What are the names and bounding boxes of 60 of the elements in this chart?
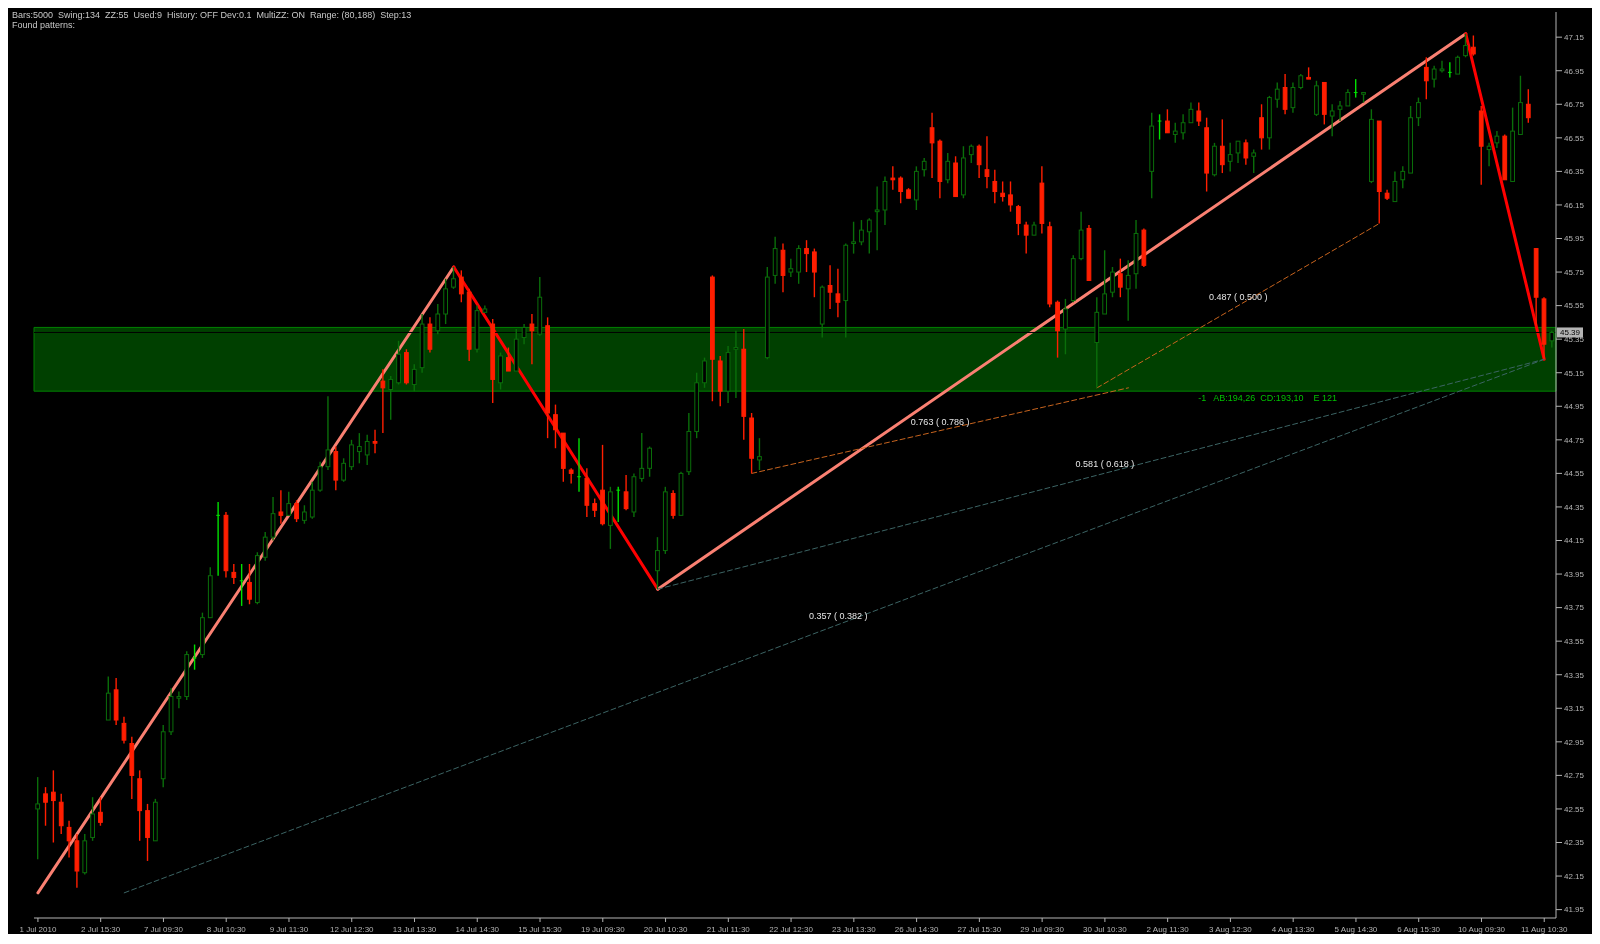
x-tick-label: 8 Jul 10:30 xyxy=(206,925,247,934)
y-tick-label: 45.35 xyxy=(1564,335,1585,345)
x-tick-label: 7 Jul 09:30 xyxy=(143,925,184,934)
x-tick-label: 23 Jul 13:30 xyxy=(832,925,877,934)
x-tick-label: 30 Jul 10:30 xyxy=(1083,925,1128,934)
x-tick-label: 1 Jul 2010 xyxy=(19,925,57,934)
y-tick-label: 42.15 xyxy=(1564,871,1585,881)
y-tick-label: 44.15 xyxy=(1564,536,1585,546)
y-tick-label: 46.15 xyxy=(1564,200,1585,210)
x-tick-label: 15 Jul 15:30 xyxy=(518,925,563,934)
y-tick-label: 43.35 xyxy=(1564,670,1585,680)
x-tick-label: 6 Aug 15:30 xyxy=(1397,925,1441,934)
x-tick-label: 9 Jul 11:30 xyxy=(269,925,309,934)
y-tick-label: 43.55 xyxy=(1564,637,1585,647)
x-tick-label: 2 Aug 11:30 xyxy=(1146,925,1190,934)
x-tick-label: 2 Jul 15:30 xyxy=(81,925,121,934)
x-tick-label: 19 Jul 09:30 xyxy=(580,925,626,934)
annotation: Found patterns: xyxy=(12,20,77,30)
series-label: 0.357 ( 0.382 ) xyxy=(808,610,868,621)
annotation: Bars:5000 Swing:134 ZZ:55 Used:9 History: OFF Dev:0.1 MultiZZ: ON Range: (80,188) Step:13 xyxy=(12,10,412,20)
y-tick-label: 44.95 xyxy=(1564,402,1585,412)
series-label: 0.581 ( 0.618 ) xyxy=(1075,459,1135,470)
y-tick-label: 41.95 xyxy=(1564,905,1585,915)
y-tick-label: 46.95 xyxy=(1564,66,1585,76)
x-tick-label: 21 Jul 11:30 xyxy=(706,925,751,934)
x-tick-label: 26 Jul 14:30 xyxy=(894,925,939,934)
x-tick-label: 20 Jul 10:30 xyxy=(643,925,688,934)
y-tick-label: 44.35 xyxy=(1564,502,1585,512)
y-tick-label: 42.75 xyxy=(1564,771,1585,781)
x-tick-label: 22 Jul 12:30 xyxy=(769,925,814,934)
y-tick-label: 45.15 xyxy=(1564,368,1585,378)
y-tick-label: 44.75 xyxy=(1564,435,1585,445)
y-tick-label: 46.75 xyxy=(1564,100,1585,110)
band-label: -1 AB:194,26 CD:193,10 E 121 xyxy=(1198,393,1337,404)
y-tick-label: 43.95 xyxy=(1564,569,1585,579)
y-tick-label: 46.35 xyxy=(1564,167,1585,177)
series-label: 0.763 ( 0.786 ) xyxy=(910,416,970,427)
x-tick-label: 13 Jul 13:30 xyxy=(392,925,437,934)
x-tick-label: 14 Jul 14:30 xyxy=(455,925,500,934)
y-tick-label: 42.95 xyxy=(1564,737,1585,747)
series-label: 0.487 ( 0.500 ) xyxy=(1208,291,1268,302)
x-tick-label: 3 Aug 12:30 xyxy=(1209,925,1253,934)
y-tick-label: 47.15 xyxy=(1564,33,1585,43)
y-tick-label: 45.95 xyxy=(1564,234,1585,244)
y-tick-label: 42.55 xyxy=(1564,804,1585,814)
y-tick-label: 42.35 xyxy=(1564,838,1585,848)
x-tick-label: 29 Jul 09:30 xyxy=(1020,925,1065,934)
x-tick-label: 4 Aug 13:30 xyxy=(1271,925,1316,934)
x-tick-label: 5 Aug 14:30 xyxy=(1334,925,1378,934)
x-tick-label: 27 Jul 15:30 xyxy=(957,925,1002,934)
y-tick-label: 45.75 xyxy=(1564,267,1585,277)
y-tick-label: 46.55 xyxy=(1564,133,1585,143)
y-tick-label: 43.75 xyxy=(1564,603,1585,613)
x-tick-label: 11 Aug 10:30 xyxy=(1520,925,1569,934)
x-tick-label: 12 Jul 12:30 xyxy=(329,925,375,934)
x-tick-label: 10 Aug 09:30 xyxy=(1457,925,1506,934)
y-tick-label: 45.55 xyxy=(1564,301,1585,311)
y-tick-label: 44.55 xyxy=(1564,469,1585,479)
ref-line-label: 45.39 xyxy=(1559,328,1581,338)
y-tick-label: 43.15 xyxy=(1564,704,1585,714)
